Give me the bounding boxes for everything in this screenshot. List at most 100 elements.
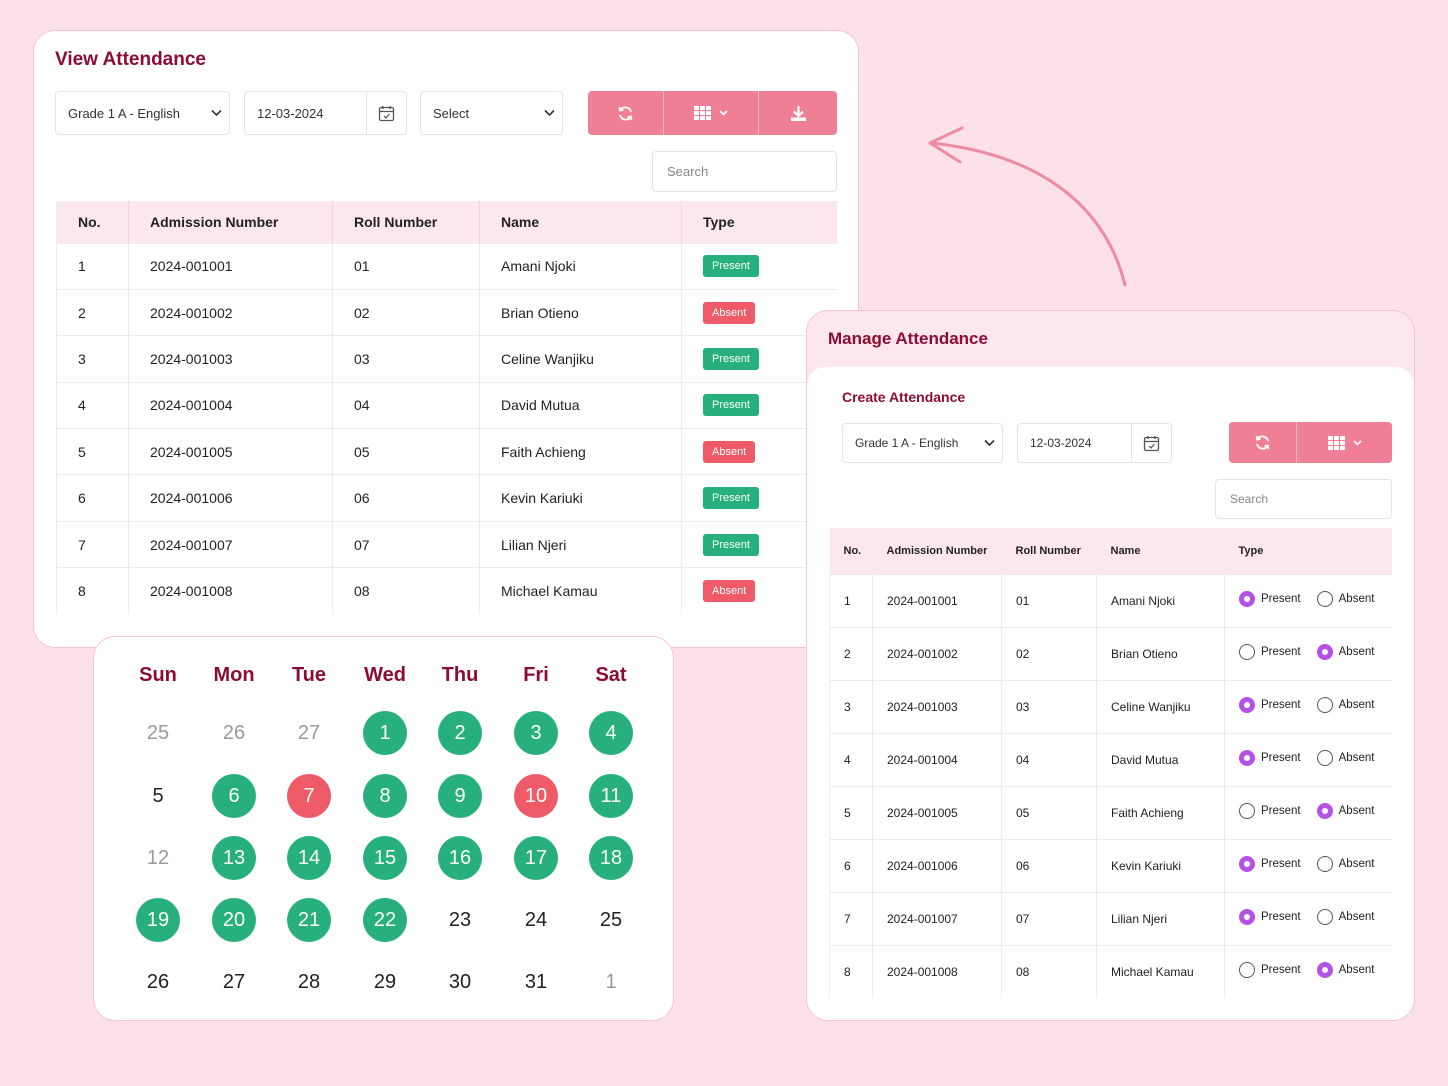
radio-dot[interactable] — [1239, 962, 1255, 979]
table-row: 3 2024-001003 03 Celine Wanjiku Present — [56, 335, 837, 383]
radio-dot[interactable] — [1239, 909, 1255, 925]
refresh-button[interactable] — [588, 91, 664, 135]
calendar-day[interactable]: 25 — [599, 908, 623, 931]
radio-dot[interactable] — [1316, 644, 1333, 660]
calendar-day[interactable]: 7 — [287, 774, 331, 818]
manage-refresh-button[interactable] — [1229, 422, 1297, 463]
calendar-day[interactable]: 3 — [514, 711, 558, 755]
row-number: 8 — [56, 567, 129, 615]
row-number: 2 — [829, 626, 873, 680]
manage-date-input[interactable]: 12-03-2024 — [1017, 423, 1172, 463]
calendar-day[interactable]: 26 — [222, 721, 246, 744]
present-radio[interactable]: Present — [1239, 909, 1301, 925]
present-radio[interactable]: Present — [1239, 697, 1301, 713]
calendar-day[interactable]: 15 — [363, 836, 407, 880]
radio-dot[interactable] — [1239, 856, 1255, 872]
calendar-icon[interactable] — [366, 92, 406, 134]
present-radio[interactable]: Present — [1239, 962, 1301, 979]
present-radio[interactable]: Present — [1239, 591, 1301, 607]
absent-radio[interactable]: Absent — [1316, 962, 1374, 979]
radio-dot[interactable] — [1316, 962, 1333, 979]
calendar-day[interactable]: 9 — [438, 774, 482, 818]
calendar-day[interactable]: 21 — [287, 898, 331, 942]
calendar-day[interactable]: 24 — [524, 908, 548, 931]
calendar-day[interactable]: 27 — [297, 721, 321, 744]
status-badge: Present — [703, 394, 759, 417]
calendar-day[interactable]: 26 — [146, 970, 170, 993]
present-radio[interactable]: Present — [1239, 750, 1301, 766]
date-input[interactable]: 12-03-2024 — [244, 91, 407, 135]
radio-dot[interactable] — [1316, 697, 1333, 713]
download-button[interactable] — [759, 91, 837, 135]
calendar-day[interactable]: 4 — [589, 711, 633, 755]
radio-dot[interactable] — [1239, 644, 1255, 660]
absent-radio[interactable]: Absent — [1316, 697, 1374, 713]
calendar-day[interactable]: 2 — [438, 711, 482, 755]
table-row: 7 2024-001007 07 Lilian Njeri Present Absent — [829, 891, 1392, 945]
row-number: 6 — [56, 474, 129, 522]
calendar-day[interactable]: 22 — [363, 898, 407, 942]
col-type: Type — [1224, 528, 1392, 574]
calendar-day[interactable]: 20 — [212, 898, 256, 942]
status-badge: Absent — [703, 580, 756, 603]
absent-radio[interactable]: Absent — [1316, 750, 1374, 766]
radio-dot[interactable] — [1239, 591, 1255, 607]
present-radio[interactable]: Present — [1239, 644, 1301, 660]
calendar-day[interactable]: 1 — [363, 711, 407, 755]
present-radio[interactable]: Present — [1239, 803, 1301, 819]
calendar-day[interactable]: 16 — [438, 836, 482, 880]
calendar-day[interactable]: 19 — [136, 898, 180, 942]
calendar-day[interactable]: 27 — [222, 970, 246, 993]
radio-dot[interactable] — [1239, 750, 1255, 766]
calendar-day[interactable]: 14 — [287, 836, 331, 880]
calendar-icon[interactable] — [1131, 424, 1171, 462]
radio-dot[interactable] — [1316, 750, 1333, 766]
calendar-day[interactable]: 17 — [514, 836, 558, 880]
row-number: 7 — [56, 520, 129, 568]
search-input[interactable]: Search — [652, 151, 837, 192]
radio-dot[interactable] — [1316, 591, 1333, 607]
type-select[interactable]: Select — [420, 91, 563, 135]
calendar-day[interactable]: 28 — [297, 970, 321, 993]
radio-dot[interactable] — [1239, 803, 1255, 819]
present-radio[interactable]: Present — [1239, 856, 1301, 872]
absent-radio[interactable]: Absent — [1316, 909, 1374, 925]
col-name: Name — [479, 201, 682, 243]
col-type: Type — [681, 201, 837, 243]
table-row: 6 2024-001006 06 Kevin Kariuki Present Absent — [829, 838, 1392, 892]
calendar-day[interactable]: 8 — [363, 774, 407, 818]
radio-dot[interactable] — [1316, 856, 1333, 872]
calendar-day[interactable]: 6 — [212, 774, 256, 818]
calendar-day[interactable]: 31 — [524, 970, 548, 993]
calendar-day[interactable]: 25 — [146, 721, 170, 744]
calendar-day[interactable]: 23 — [448, 908, 472, 931]
type-select-value: Select — [433, 105, 470, 121]
calendar-day[interactable]: 11 — [589, 774, 633, 818]
absent-radio[interactable]: Absent — [1316, 644, 1374, 660]
calendar-day[interactable]: 5 — [152, 784, 164, 807]
calendar-day[interactable]: 30 — [448, 970, 472, 993]
radio-dot[interactable] — [1316, 909, 1333, 925]
manage-search-input[interactable]: Search — [1215, 479, 1392, 519]
calendar-day[interactable]: 13 — [212, 836, 256, 880]
type-cell: Present Absent — [1224, 944, 1392, 998]
absent-radio[interactable]: Absent — [1316, 591, 1374, 607]
student-name: Kevin Kariuki — [479, 474, 682, 522]
row-number: 1 — [829, 573, 873, 627]
radio-dot[interactable] — [1239, 697, 1255, 713]
calendar-day[interactable]: 18 — [589, 836, 633, 880]
calendar-day[interactable]: 29 — [373, 970, 397, 993]
admission-number: 2024-001006 — [872, 838, 1002, 892]
calendar-day[interactable]: 1 — [605, 970, 617, 993]
class-select[interactable]: Grade 1 A - English — [55, 91, 230, 135]
absent-radio[interactable]: Absent — [1316, 856, 1374, 872]
roll-number: 02 — [1001, 626, 1097, 680]
calendar-day[interactable]: 10 — [514, 774, 558, 818]
absent-radio[interactable]: Absent — [1316, 803, 1374, 819]
student-name: Faith Achieng — [479, 428, 682, 475]
manage-columns-button[interactable] — [1297, 422, 1392, 463]
calendar-day[interactable]: 12 — [146, 846, 170, 869]
manage-class-select[interactable]: Grade 1 A - English — [842, 423, 1003, 463]
radio-dot[interactable] — [1316, 803, 1333, 819]
columns-button[interactable] — [664, 91, 759, 135]
